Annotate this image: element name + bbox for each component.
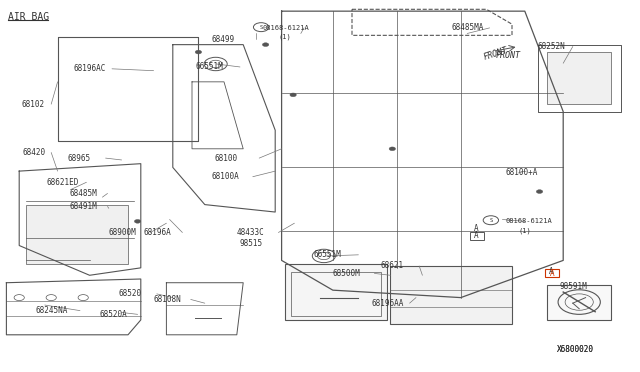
Text: 08168-6121A: 08168-6121A: [506, 218, 552, 224]
Text: 68102: 68102: [21, 100, 44, 109]
Text: 48433C: 48433C: [237, 228, 264, 237]
Text: 68520A: 68520A: [99, 310, 127, 319]
Text: 66551M: 66551M: [195, 62, 223, 71]
Bar: [547, 52, 611, 104]
Text: A: A: [548, 267, 553, 276]
Text: A: A: [474, 224, 478, 233]
Circle shape: [389, 147, 396, 151]
Bar: [26, 205, 128, 264]
Text: 68420: 68420: [22, 148, 45, 157]
Bar: [58, 37, 198, 141]
Text: 68485MA: 68485MA: [451, 23, 484, 32]
Bar: [35, 206, 61, 231]
Text: 68100+A: 68100+A: [506, 169, 538, 177]
Text: 68196AA: 68196AA: [371, 299, 404, 308]
Text: 68520: 68520: [118, 289, 141, 298]
Text: (1): (1): [278, 34, 291, 41]
Bar: [545, 269, 559, 277]
Circle shape: [262, 43, 269, 46]
Text: 68196AC: 68196AC: [74, 64, 106, 73]
Text: X6800020: X6800020: [557, 345, 594, 354]
Circle shape: [134, 219, 141, 223]
Circle shape: [290, 93, 296, 97]
Text: 68196A: 68196A: [144, 228, 172, 237]
Text: 68100: 68100: [214, 154, 237, 163]
Text: FRONT: FRONT: [496, 51, 521, 60]
Text: A: A: [550, 269, 555, 278]
Text: FRONT: FRONT: [483, 46, 509, 62]
Text: AIR BAG: AIR BAG: [8, 12, 49, 22]
Text: 98515: 98515: [240, 239, 263, 248]
Text: 68900M: 68900M: [109, 228, 136, 237]
Bar: [35, 236, 61, 257]
Bar: [285, 264, 387, 320]
Text: 68965: 68965: [67, 154, 90, 163]
Text: 98591M: 98591M: [560, 282, 588, 291]
Text: 68621ED: 68621ED: [46, 178, 79, 187]
Text: 68485M: 68485M: [69, 189, 97, 198]
Circle shape: [195, 50, 202, 54]
Text: 08168-6121A: 08168-6121A: [262, 25, 309, 31]
Text: 68108N: 68108N: [154, 295, 181, 304]
Circle shape: [536, 190, 543, 193]
Text: 68621: 68621: [381, 262, 404, 270]
Text: 68100A: 68100A: [211, 172, 239, 181]
Text: 68500M: 68500M: [333, 269, 360, 278]
Bar: [390, 266, 512, 324]
Text: 68245NA: 68245NA: [35, 306, 68, 315]
Text: 68252N: 68252N: [538, 42, 565, 51]
Text: (1): (1): [518, 227, 531, 234]
Text: 68491M: 68491M: [69, 202, 97, 211]
Text: 68499: 68499: [211, 35, 234, 44]
Text: 66551M: 66551M: [314, 250, 341, 259]
Text: A: A: [474, 231, 479, 240]
Bar: [291, 272, 381, 316]
Text: X6800020: X6800020: [557, 345, 594, 354]
Bar: [470, 232, 484, 240]
Bar: [547, 285, 611, 320]
Text: S: S: [259, 25, 263, 30]
Text: S: S: [489, 218, 493, 223]
